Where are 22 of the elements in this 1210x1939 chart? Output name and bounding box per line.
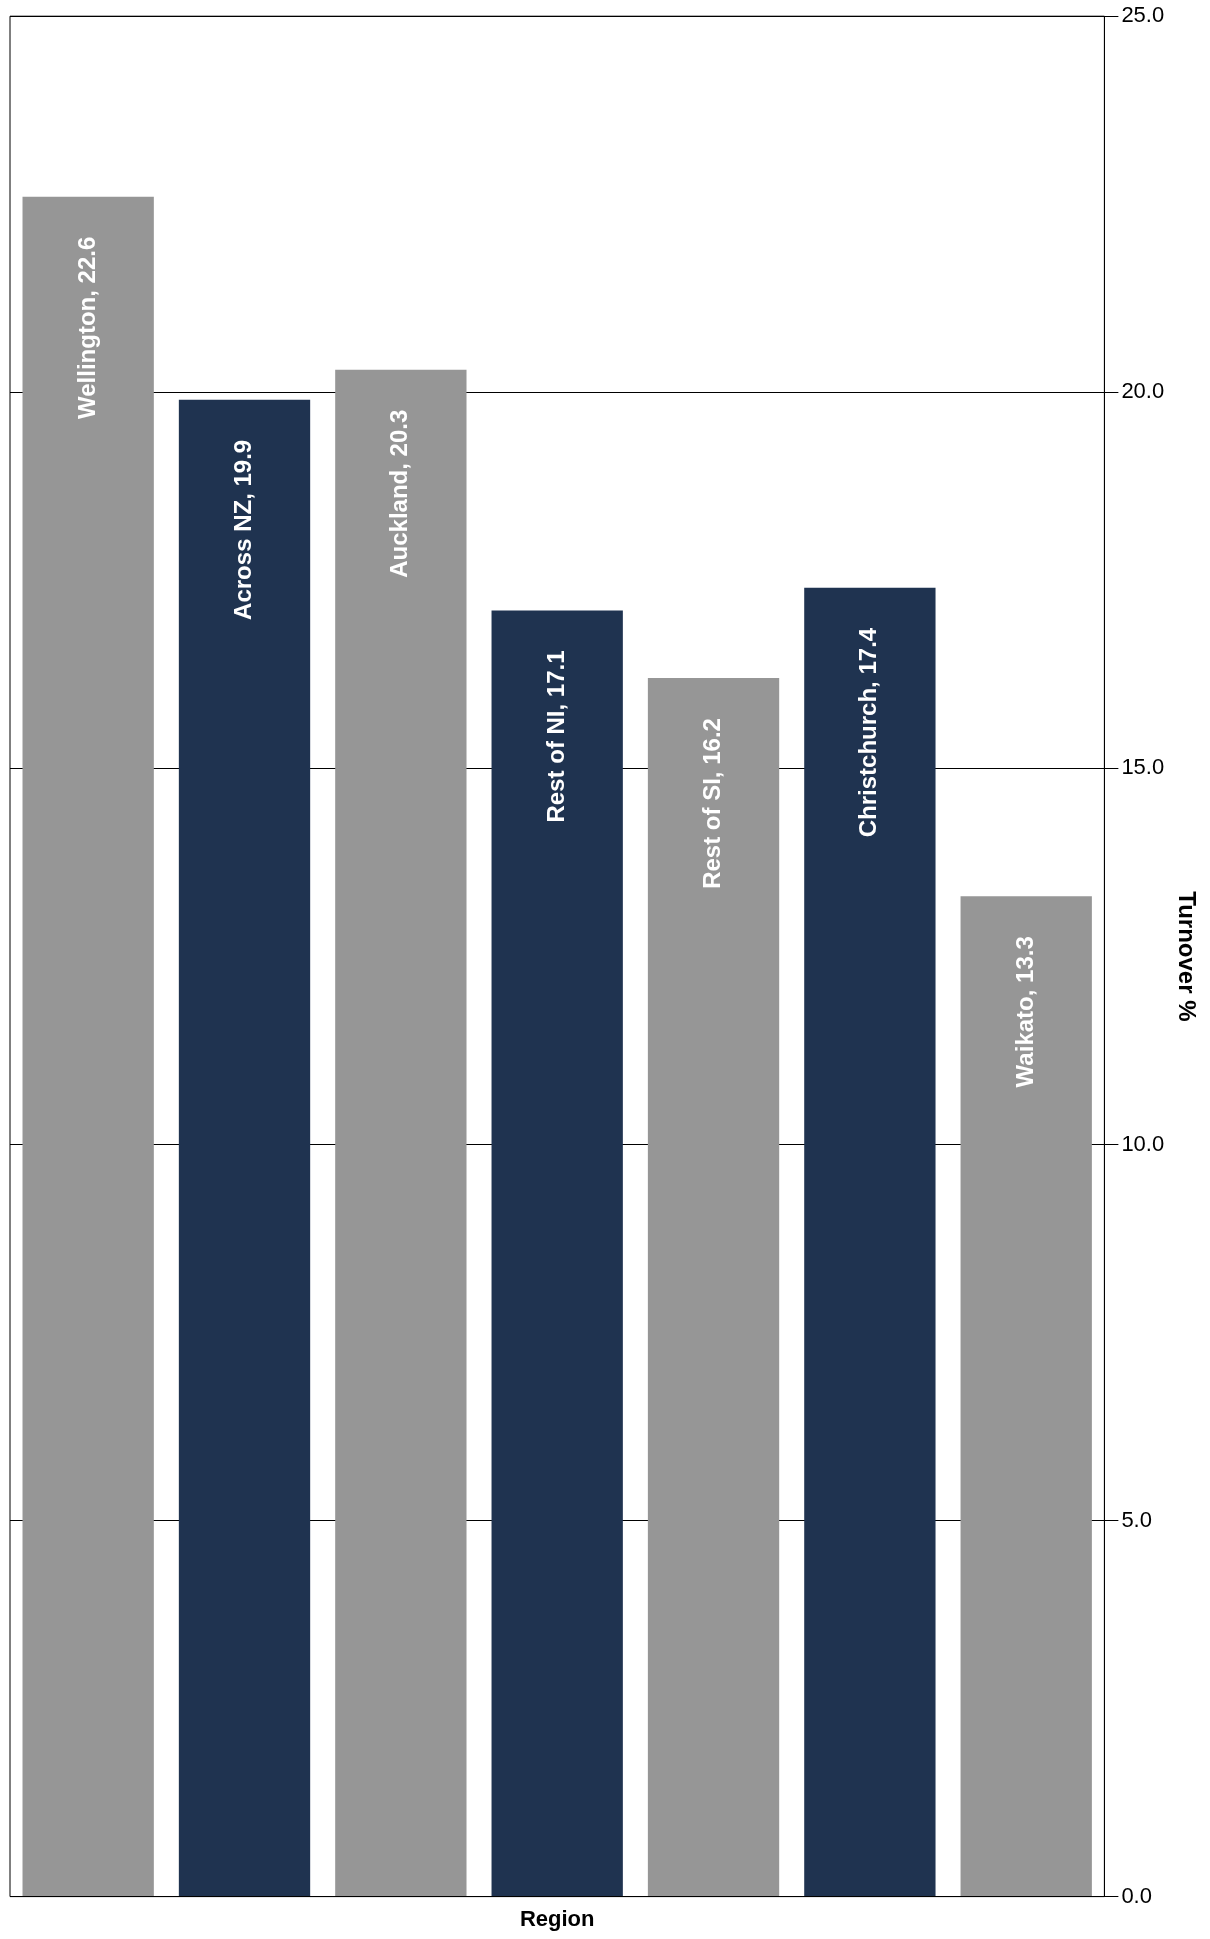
data-label: Rest of SI, 16.2 xyxy=(698,718,726,889)
data-label: Auckland, 20.3 xyxy=(385,409,413,578)
bar xyxy=(804,587,936,1897)
bar xyxy=(335,369,467,1897)
bar xyxy=(960,896,1092,1897)
data-label: Christchurch, 17.4 xyxy=(854,627,882,838)
data-label: Across NZ, 19.9 xyxy=(229,439,257,620)
x-axis-title: Region xyxy=(519,1905,595,1931)
data-label: Wellington, 22.6 xyxy=(72,236,100,419)
data-label: Rest of NI, 17.1 xyxy=(541,650,569,823)
data-label: Waikato, 13.3 xyxy=(1010,936,1038,1088)
y-tick-label: 15.0 xyxy=(1121,754,1165,780)
y-tick-label: 10.0 xyxy=(1121,1130,1165,1156)
bar xyxy=(178,399,311,1897)
y-tick-label: 0.0 xyxy=(1121,1882,1152,1908)
y-tick-label: 20.0 xyxy=(1121,378,1165,404)
bar xyxy=(491,610,623,1897)
y-tick-label: 25.0 xyxy=(1121,2,1165,28)
y-axis-title: Turnover % xyxy=(1173,891,1201,1022)
bar xyxy=(22,196,154,1897)
bar xyxy=(647,678,780,1897)
y-tick-label: 5.0 xyxy=(1121,1506,1152,1532)
